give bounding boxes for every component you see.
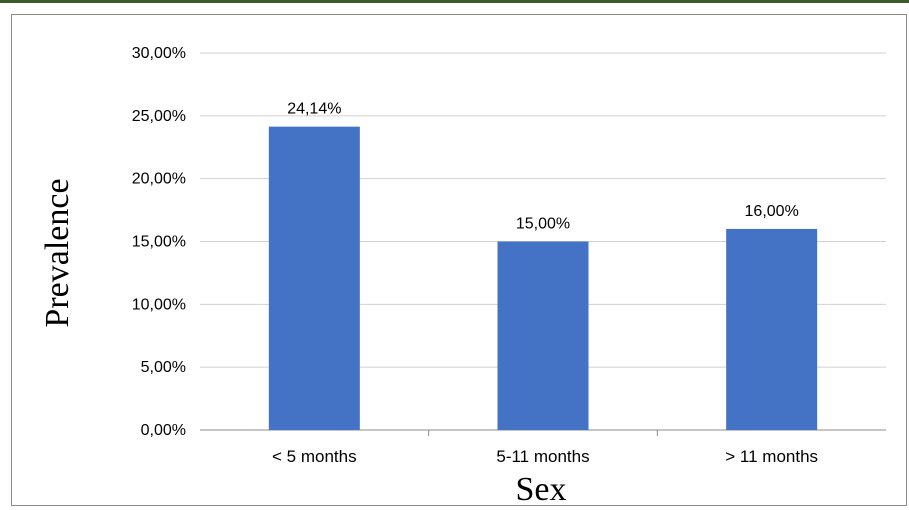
x-tick-label: 5-11 months bbox=[496, 447, 589, 466]
category-labels: < 5 months 5-11 months > 11 months bbox=[272, 447, 818, 466]
y-tick-label: 20,00% bbox=[132, 171, 186, 188]
data-label: 16,00% bbox=[745, 203, 799, 220]
y-axis-title: Prevalence bbox=[39, 178, 76, 327]
bar bbox=[268, 126, 360, 431]
y-tick-label: 25,00% bbox=[132, 108, 186, 125]
y-tick-label: 10,00% bbox=[132, 296, 186, 313]
x-tick-label: < 5 months bbox=[272, 447, 357, 466]
bar bbox=[497, 241, 589, 430]
data-label: 15,00% bbox=[516, 216, 570, 233]
x-axis-title: Sex bbox=[516, 471, 567, 508]
data-labels: 24,14% 15,00% 16,00% bbox=[287, 101, 799, 233]
top-border bbox=[0, 0, 909, 3]
bar bbox=[726, 228, 818, 430]
y-tick-label: 0,00% bbox=[141, 422, 186, 439]
y-tick-label: 30,00% bbox=[132, 45, 186, 62]
y-tick-label: 15,00% bbox=[132, 234, 186, 251]
y-tick-label: 5,00% bbox=[141, 359, 186, 376]
chart-border bbox=[11, 14, 907, 506]
x-tick-label: > 11 months bbox=[725, 447, 818, 466]
y-axis-ticks: 0,00% 5,00% 10,00% 15,00% 20,00% 25,00% 30,00% bbox=[132, 45, 186, 439]
bars bbox=[268, 126, 818, 431]
data-label: 24,14% bbox=[287, 101, 341, 118]
